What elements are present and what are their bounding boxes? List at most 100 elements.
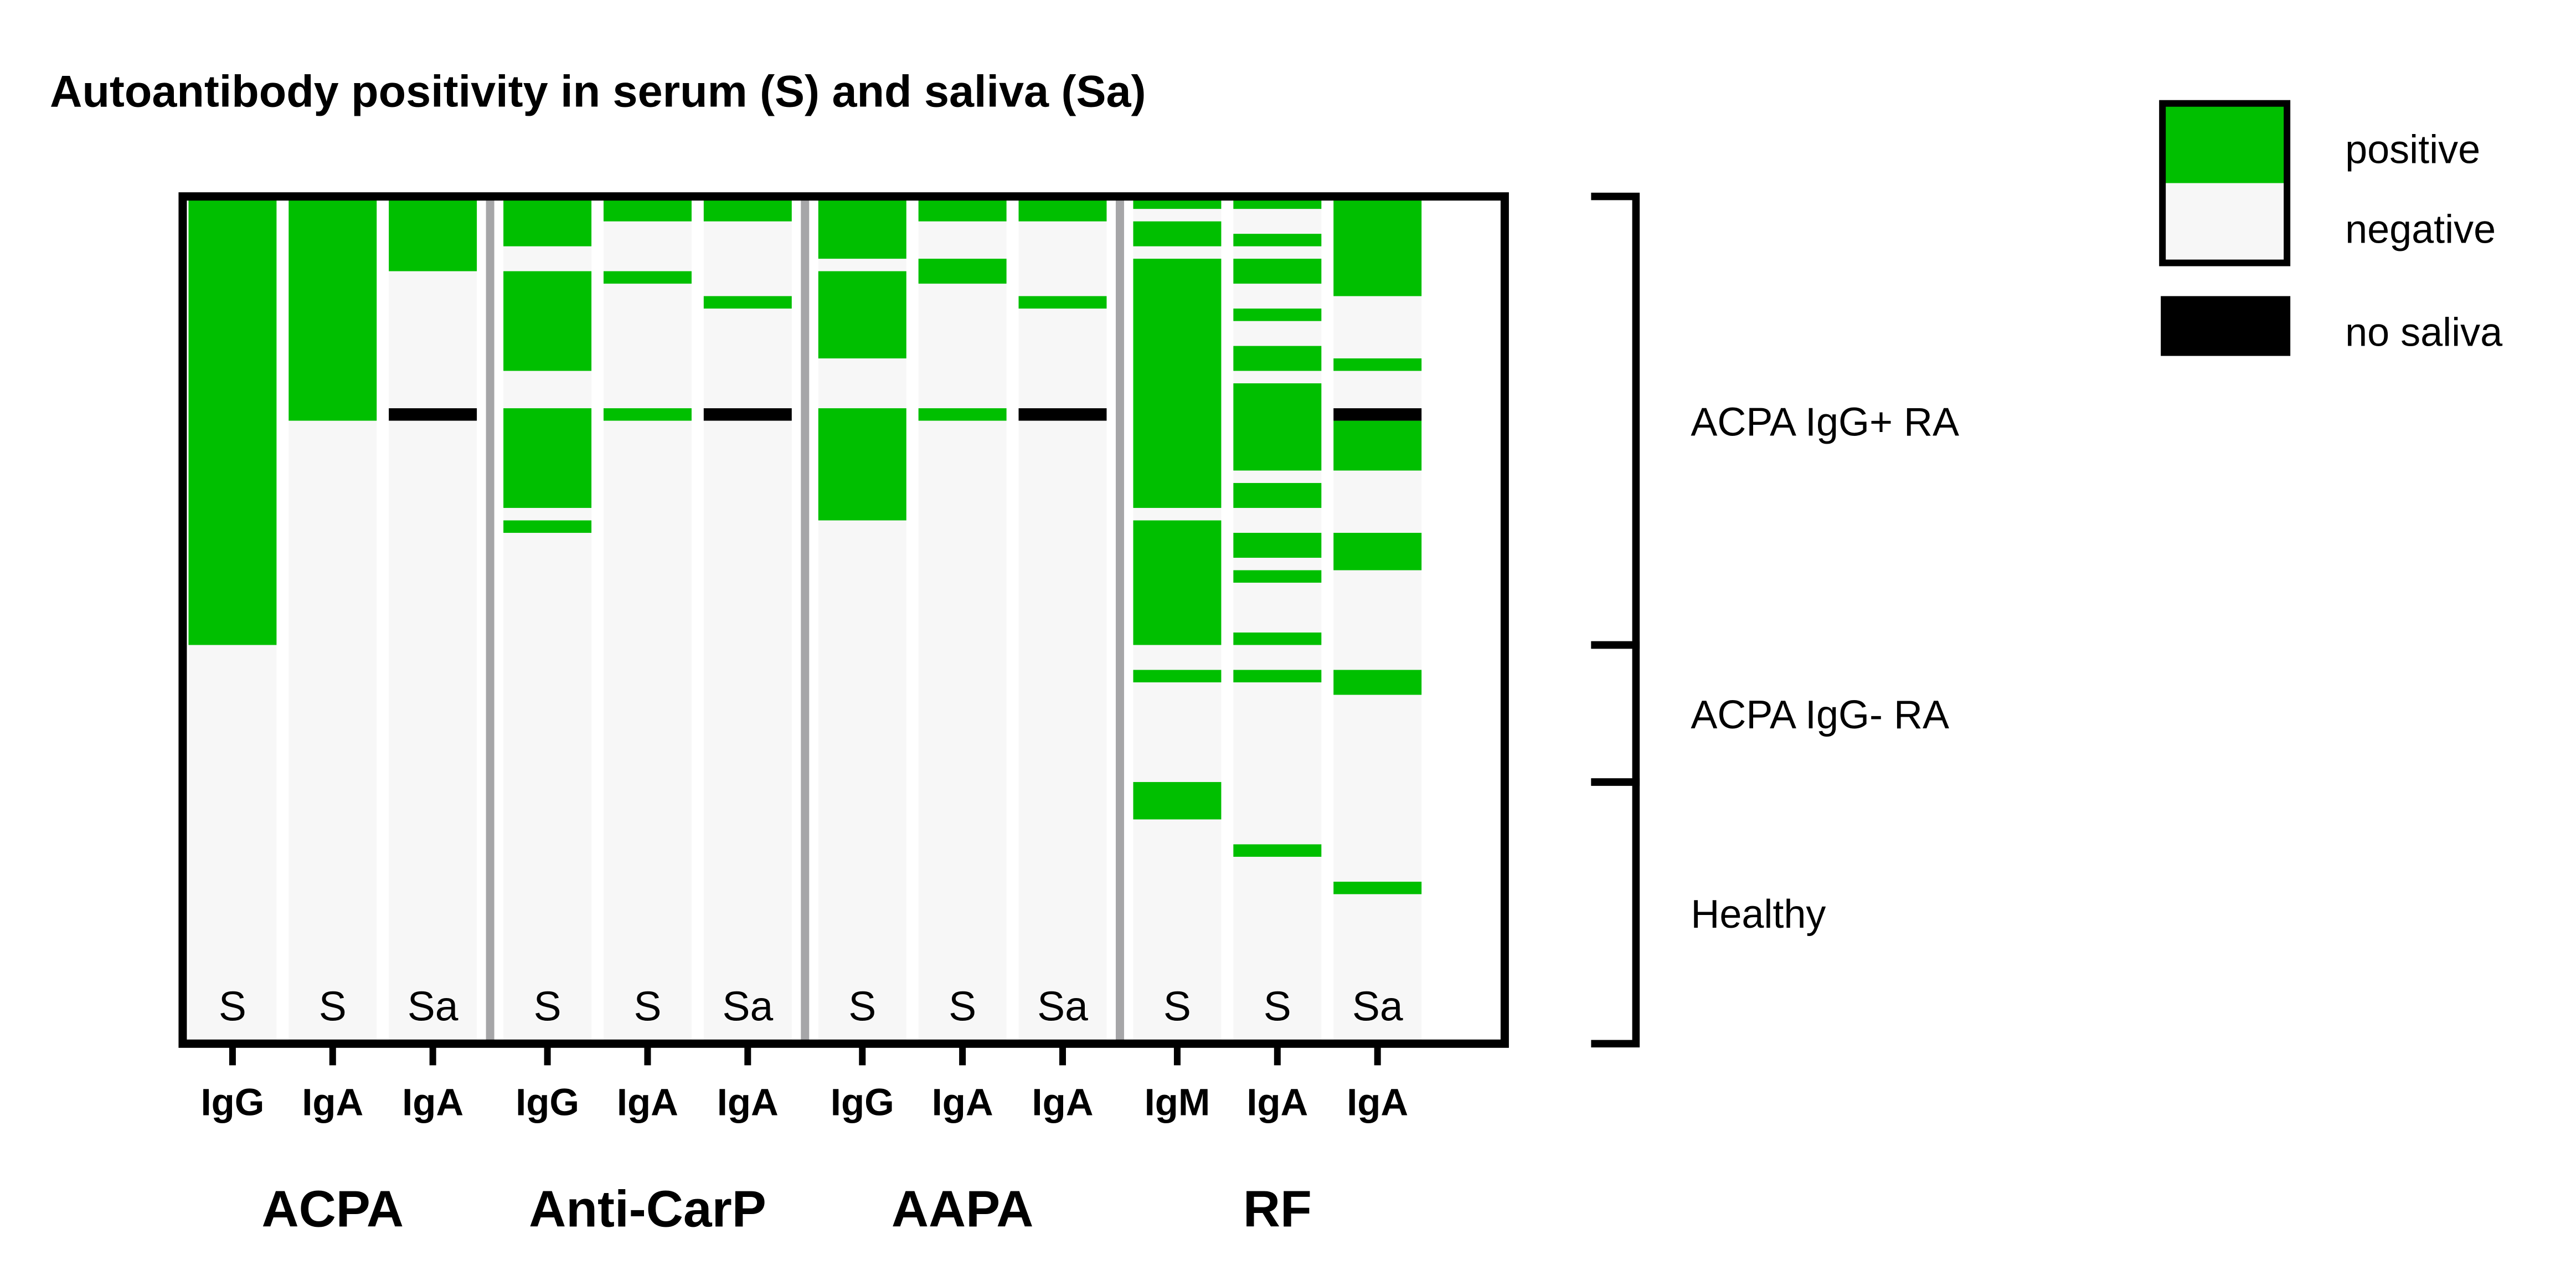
chart-title: Autoantibody positivity in serum (S) and… (50, 67, 1146, 117)
sample-type-label: Sa (722, 983, 773, 1029)
positive-cell (1018, 296, 1107, 309)
plot-border (178, 192, 1509, 1048)
positive-cell (1233, 844, 1322, 857)
positive-cell (1333, 196, 1422, 296)
isotype-tick-label: IgA (1347, 1081, 1408, 1123)
heatmap-column: S (288, 196, 377, 1044)
negative-cell-background (918, 196, 1007, 1044)
positive-cell (1133, 520, 1222, 645)
heatmap-column: S (1133, 196, 1222, 1044)
isotype-tick-label: IgM (1145, 1081, 1210, 1123)
heatmap-column: S (188, 196, 277, 1044)
positive-cell (1133, 670, 1222, 682)
sample-type-label: Sa (408, 983, 458, 1029)
sample-type-label: S (1163, 983, 1191, 1029)
row-group-bracket (1591, 778, 1640, 1048)
antibody-group-label: Anti-CarP (529, 1180, 766, 1237)
heatmap-column: S (603, 196, 692, 1044)
sample-type-label: S (319, 983, 347, 1029)
positive-cell (1333, 358, 1422, 371)
positive-cell (918, 408, 1007, 421)
no-saliva-cell (703, 408, 792, 421)
positive-cell (1233, 259, 1322, 284)
positive-cell (503, 271, 592, 371)
isotype-tick-label: IgA (932, 1081, 993, 1123)
positive-cell (1233, 309, 1322, 321)
legend-label-negative: negative (2345, 208, 2496, 252)
legend-label-positive: positive (2345, 128, 2480, 172)
heatmap-column: S (918, 196, 1007, 1044)
legend-swatch-border (2159, 100, 2291, 266)
isotype-tick-label: IgG (200, 1081, 264, 1123)
positive-cell (1333, 881, 1422, 894)
heatmap-column: S (503, 196, 592, 1044)
sample-type-label: Sa (1037, 983, 1088, 1029)
legend: positive negative no saliva (2159, 100, 2503, 356)
positive-cell (1133, 782, 1222, 820)
row-group-label: ACPA IgG- RA (1691, 693, 1949, 737)
positive-cell (818, 196, 906, 259)
legend-label-no-saliva: no saliva (2345, 311, 2503, 355)
isotype-tick-label: IgG (831, 1081, 894, 1123)
isotype-tick-label: IgA (717, 1081, 779, 1123)
sample-type-label: S (949, 983, 976, 1029)
positive-cell (818, 271, 906, 359)
positive-cell (1333, 533, 1422, 570)
positive-cell (1233, 234, 1322, 246)
positive-cell (1233, 670, 1322, 682)
positive-cell (503, 408, 592, 508)
heatmap-plot: S IgG S IgA Sa IgA ACPA S IgG S IgA Sa IgA Anti-CarP S… (178, 192, 1509, 1237)
positive-cell (1233, 633, 1322, 645)
positive-cell (1133, 259, 1222, 508)
sample-type-label: S (219, 983, 246, 1029)
no-saliva-cell (389, 408, 477, 421)
no-saliva-cell (1333, 408, 1422, 421)
positive-cell (603, 408, 692, 421)
positive-cell (818, 408, 906, 521)
negative-cell-background (603, 196, 692, 1044)
antibody-group-label: RF (1243, 1180, 1312, 1237)
heatmap-column: Sa (1018, 196, 1107, 1044)
positive-cell (1233, 570, 1322, 583)
positive-cell (603, 271, 692, 284)
positive-cell (503, 196, 592, 246)
legend-negative-swatch (2162, 183, 2288, 263)
positive-cell (503, 520, 592, 533)
heatmap-column: Sa (703, 196, 792, 1044)
row-group-brackets: ACPA IgG+ RA ACPA IgG- RA Healthy (1591, 192, 1959, 1048)
legend-positive-swatch (2162, 103, 2288, 183)
heatmap-column: S (1233, 196, 1322, 1044)
antibody-group-label: AAPA (892, 1180, 1034, 1237)
isotype-tick-label: IgA (617, 1081, 678, 1123)
positive-cell (1333, 670, 1422, 695)
isotype-tick-label: IgA (302, 1081, 363, 1123)
positive-cell (288, 196, 377, 421)
heatmap-column: Sa (1333, 196, 1422, 1044)
isotype-tick-label: IgA (402, 1081, 463, 1123)
positive-cell (1233, 383, 1322, 471)
negative-cell-background (1233, 196, 1322, 1044)
isotype-tick-label: IgA (1246, 1081, 1308, 1123)
isotype-tick-label: IgA (1032, 1081, 1093, 1123)
no-saliva-cell (1018, 408, 1107, 421)
positive-cell (1233, 346, 1322, 371)
legend-no-saliva-swatch (2161, 296, 2291, 356)
positive-cell (1233, 533, 1322, 558)
heatmap-column: S (818, 196, 906, 1044)
heatmap-column: Sa (389, 196, 477, 1044)
positive-cell (703, 296, 792, 309)
positive-cell (1233, 483, 1322, 508)
positive-cell (389, 196, 477, 271)
isotype-tick-label: IgG (516, 1081, 579, 1123)
positive-cell (918, 259, 1007, 284)
row-group-label: ACPA IgG+ RA (1691, 400, 1959, 445)
row-group-bracket (1591, 641, 1640, 786)
positive-cell (1333, 420, 1422, 471)
sample-type-label: S (848, 983, 876, 1029)
sample-type-label: S (534, 983, 561, 1029)
negative-cell-background (703, 196, 792, 1044)
sample-type-label: S (1264, 983, 1291, 1029)
row-group-bracket (1591, 192, 1640, 649)
positive-cell (1133, 221, 1222, 246)
positive-cell (188, 196, 277, 645)
